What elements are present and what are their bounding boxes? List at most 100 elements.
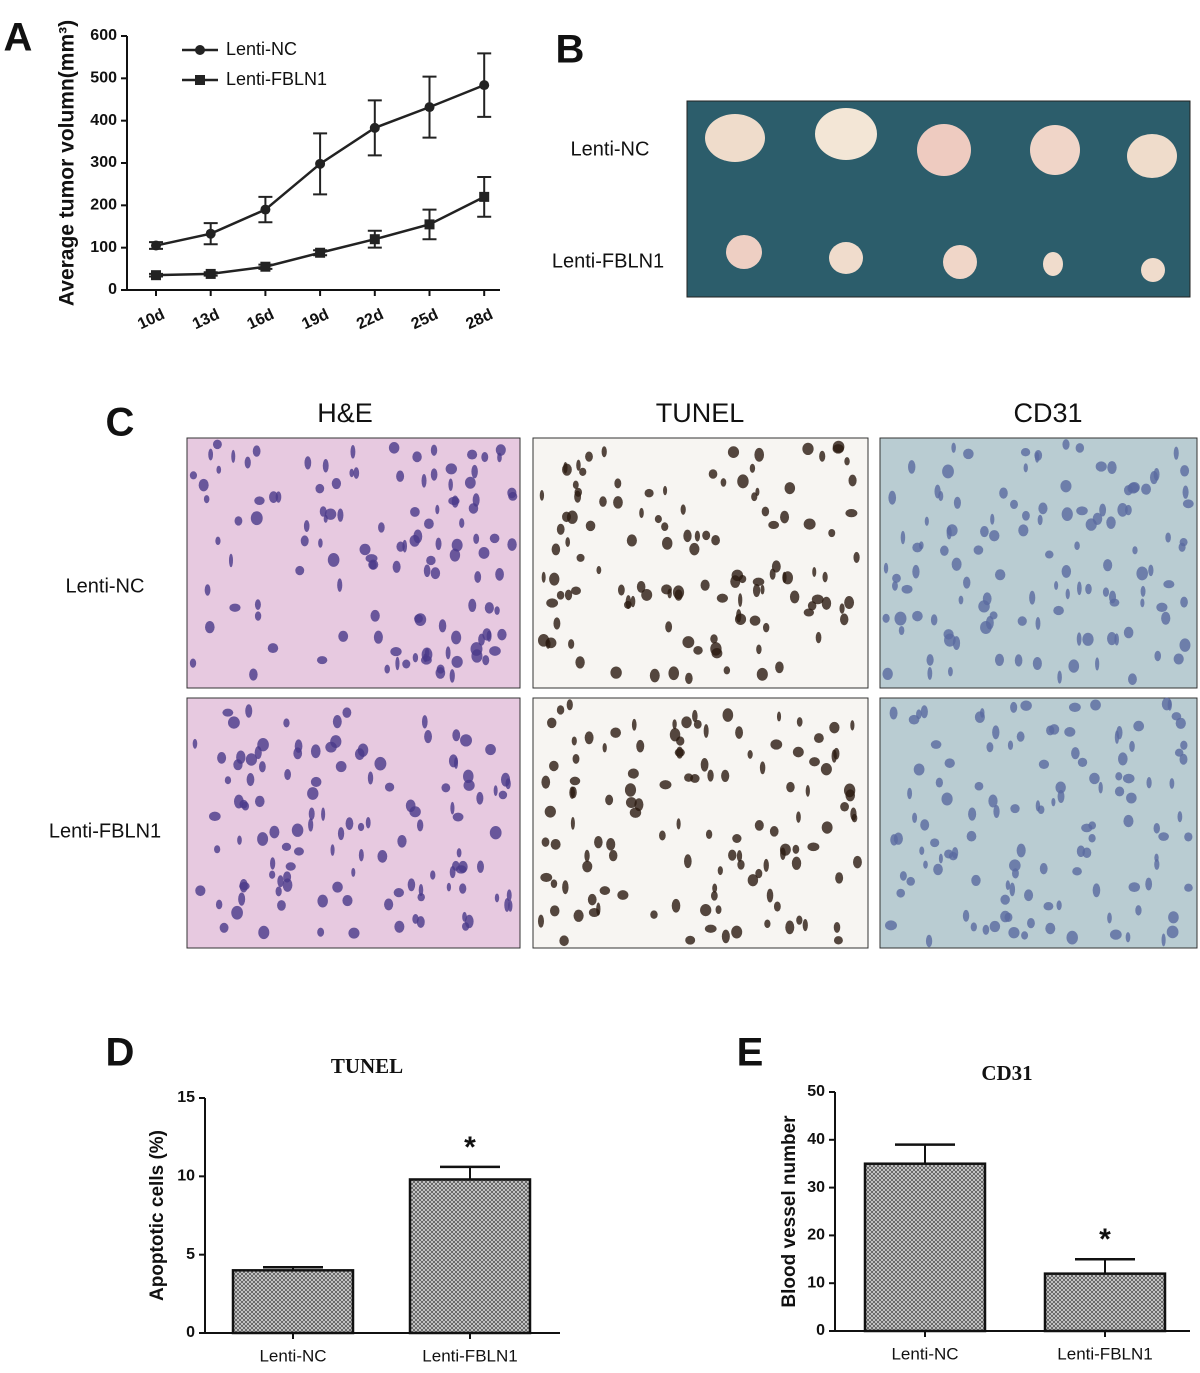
cell-nucleus	[1008, 926, 1020, 939]
cell-nucleus	[1140, 598, 1145, 608]
cell-nucleus	[562, 880, 569, 895]
chart-title: TUNEL	[331, 1054, 403, 1078]
cell-nucleus	[482, 655, 490, 666]
cell-nucleus	[944, 758, 955, 768]
cell-nucleus	[892, 573, 901, 583]
cell-nucleus	[737, 859, 745, 870]
cell-nucleus	[1016, 843, 1026, 858]
cell-nucleus	[940, 545, 949, 556]
cell-nucleus	[802, 442, 814, 456]
cell-nucleus	[484, 602, 494, 614]
cell-nucleus	[971, 874, 981, 887]
cell-nucleus	[840, 802, 849, 812]
cell-nucleus	[1169, 778, 1175, 789]
cell-nucleus	[773, 901, 781, 912]
cell-nucleus	[1182, 485, 1189, 499]
cell-nucleus	[576, 459, 581, 471]
cell-nucleus	[1053, 605, 1064, 616]
cell-nucleus	[730, 575, 741, 588]
cell-nucleus	[953, 496, 961, 509]
cell-nucleus	[982, 592, 992, 606]
cell-nucleus	[970, 922, 977, 932]
cell-nucleus	[1127, 482, 1140, 494]
cell-nucleus	[938, 853, 943, 864]
cell-nucleus	[441, 783, 451, 793]
cell-nucleus	[1116, 725, 1123, 740]
point	[151, 240, 161, 251]
cell-nucleus	[435, 537, 442, 551]
cell-nucleus	[238, 892, 246, 906]
cell-nucleus	[1018, 524, 1029, 537]
cell-nucleus	[546, 598, 559, 608]
cell-nucleus	[689, 542, 700, 556]
cell-nucleus	[331, 477, 342, 490]
cell-nucleus	[359, 543, 371, 556]
cell-nucleus	[693, 645, 703, 655]
cell-nucleus	[912, 610, 923, 622]
cell-nucleus	[1012, 868, 1019, 879]
cell-nucleus	[755, 868, 763, 879]
column-title: H&E	[317, 398, 373, 428]
cell-nucleus	[930, 614, 938, 626]
histology-images	[186, 437, 1198, 949]
cell-nucleus	[537, 914, 544, 928]
cell-nucleus	[559, 935, 569, 947]
cell-nucleus	[330, 844, 335, 856]
cell-nucleus	[782, 571, 793, 585]
cell-nucleus	[716, 593, 728, 603]
cell-nucleus	[1179, 753, 1188, 765]
cell-nucleus	[943, 629, 954, 640]
cell-nucleus	[966, 830, 977, 842]
cell-nucleus	[1077, 757, 1088, 767]
cell-nucleus	[882, 667, 893, 681]
cell-nucleus	[736, 850, 743, 862]
cell-nucleus	[231, 905, 243, 920]
cell-nucleus	[1180, 596, 1188, 608]
cell-nucleus	[254, 611, 262, 621]
y-tick-label: 300	[90, 154, 117, 171]
cell-nucleus	[234, 516, 243, 526]
cell-nucleus	[883, 562, 889, 574]
bar	[863, 1162, 987, 1333]
cell-nucleus	[1032, 656, 1042, 671]
y-tick-label: 0	[816, 1322, 825, 1339]
cell-nucleus	[1071, 747, 1080, 760]
cell-nucleus	[568, 639, 575, 649]
cell-nucleus	[792, 844, 800, 854]
cell-nucleus	[539, 490, 545, 501]
cell-nucleus	[237, 835, 242, 845]
cell-nucleus	[751, 492, 758, 502]
cell-nucleus	[992, 725, 1000, 740]
cell-nucleus	[338, 630, 349, 642]
cell-nucleus	[1163, 580, 1175, 589]
cell-nucleus	[735, 726, 744, 739]
cell-nucleus	[809, 757, 820, 767]
point	[151, 270, 161, 281]
cell-nucleus	[754, 819, 764, 831]
cell-nucleus	[710, 634, 718, 644]
cell-nucleus	[300, 535, 309, 547]
cell-nucleus	[796, 811, 801, 823]
cell-nucleus	[275, 886, 282, 897]
cell-nucleus	[450, 801, 455, 815]
cell-nucleus	[692, 709, 698, 723]
cell-nucleus	[269, 870, 276, 879]
cell-nucleus	[805, 785, 810, 797]
cell-nucleus	[850, 807, 857, 821]
cell-nucleus	[1180, 740, 1188, 750]
cell-nucleus	[307, 787, 319, 800]
cell-nucleus	[1014, 654, 1023, 667]
cell-nucleus	[203, 495, 210, 504]
cell-nucleus	[325, 741, 337, 753]
cell-nucleus	[462, 911, 467, 922]
cell-nucleus	[948, 852, 958, 861]
cell-nucleus	[445, 463, 457, 475]
cell-nucleus	[1117, 503, 1128, 517]
cell-nucleus	[934, 484, 941, 499]
cell-nucleus	[822, 571, 828, 583]
cell-nucleus	[850, 720, 855, 731]
cell-nucleus	[246, 773, 255, 787]
cell-nucleus	[316, 656, 328, 665]
cell-nucleus	[712, 883, 718, 893]
cell-nucleus	[575, 656, 585, 669]
